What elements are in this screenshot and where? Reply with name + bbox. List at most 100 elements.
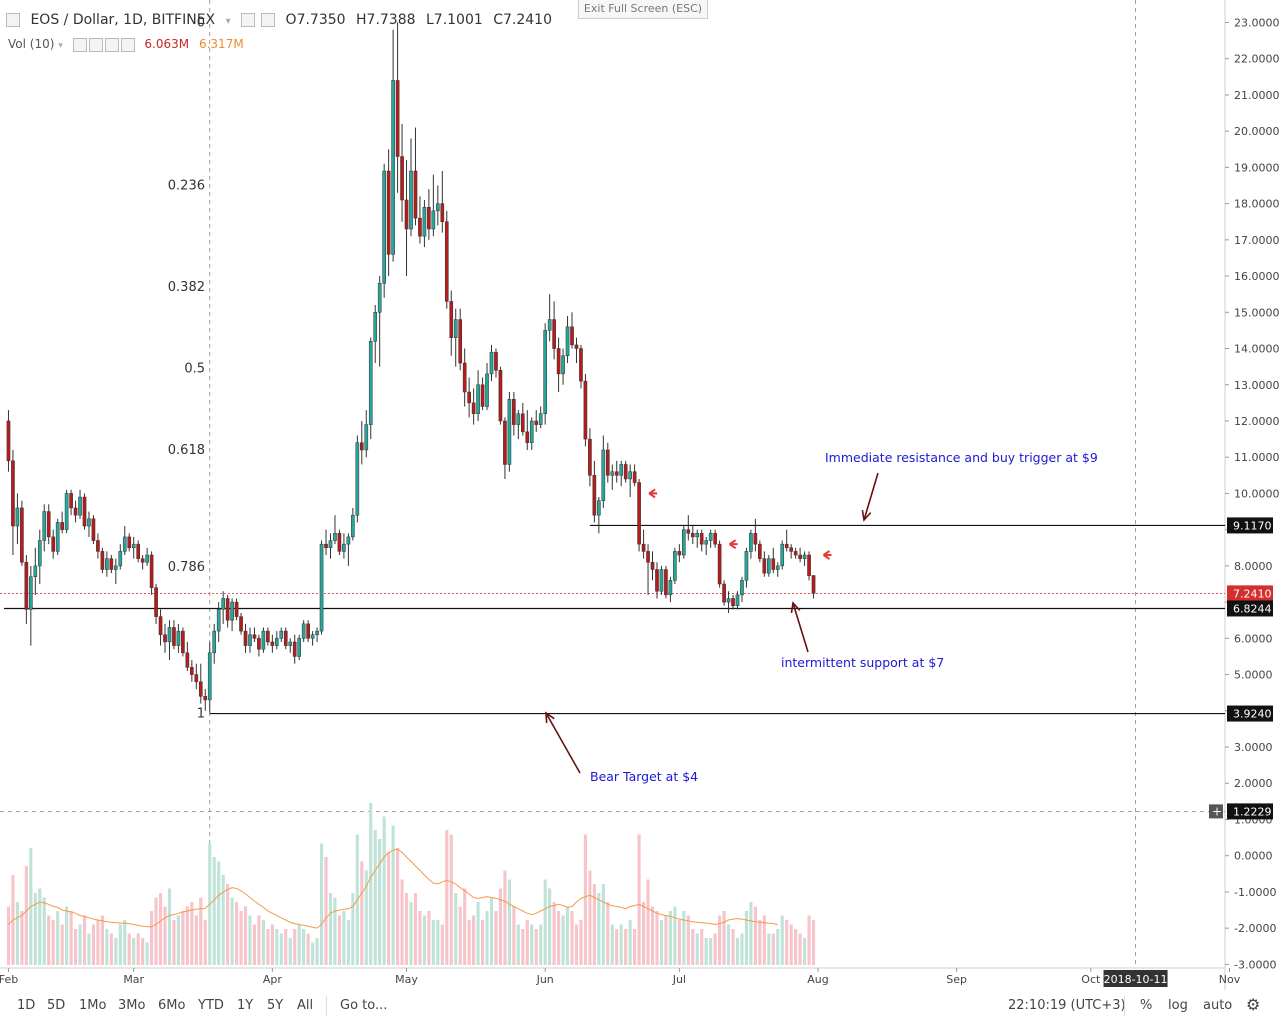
volume-bar (404, 893, 409, 965)
range-button-1d[interactable]: 1D (17, 998, 36, 1013)
volume-bar (176, 915, 180, 965)
candle-body (570, 326, 574, 346)
price-label-box (1227, 705, 1273, 722)
candle-body (51, 536, 56, 552)
candle-body (704, 540, 709, 545)
candle-body (699, 533, 704, 545)
range-button-all[interactable]: All (297, 998, 314, 1013)
range-button-5d[interactable]: 5D (47, 998, 66, 1013)
candle-body (798, 554, 802, 559)
volume-bar (297, 924, 301, 965)
candle-body (413, 170, 418, 219)
candle-body (127, 536, 132, 549)
volume-bar (319, 843, 324, 965)
arrow-to-bear-target-head (545, 711, 555, 724)
range-button-5y[interactable]: 5Y (267, 998, 284, 1013)
range-button-1mo[interactable]: 1Mo (79, 998, 107, 1013)
volume-bar (807, 915, 811, 965)
range-button-1y[interactable]: 1Y (237, 998, 254, 1013)
volume-bar (82, 915, 87, 965)
time-axis[interactable]: Feb Mar Apr May Jun Jul Aug Sep Oct Nov 2018-10-11 (0, 968, 1241, 987)
range-button-6mo[interactable]: 6Mo (158, 998, 186, 1013)
auto-toggle[interactable]: auto (1203, 998, 1233, 1013)
candle-body (726, 598, 731, 603)
percent-toggle[interactable]: % (1140, 998, 1153, 1013)
volume-bar (463, 888, 467, 965)
volume-bar (203, 920, 207, 965)
volume-bar (633, 929, 637, 965)
collapse-icon[interactable] (6, 13, 20, 27)
range-button-ytd[interactable]: YTD (198, 998, 224, 1013)
candle-body (574, 344, 579, 349)
candle-body (775, 565, 780, 570)
volume-bar (315, 938, 319, 965)
chevron-down-icon[interactable]: ▾ (225, 16, 231, 27)
candle-body (793, 551, 798, 556)
price-axis[interactable]: 23.0000 22.0000 21.0000 20.0000 19.0000 18.00… (1209, 16, 1280, 971)
candle-body (69, 493, 73, 509)
candle-body (498, 370, 503, 422)
candle-body (185, 652, 190, 668)
log-toggle[interactable]: log (1168, 998, 1188, 1013)
volume-bar (726, 924, 731, 965)
annotation-bear-target: Bear Target at $4 (590, 769, 698, 784)
candle-body (29, 576, 33, 610)
volume-bar (740, 933, 744, 965)
candle-body (780, 543, 785, 567)
chevron-down-icon[interactable]: ▾ (58, 41, 63, 51)
volume-bar (346, 920, 350, 965)
candle-body (216, 609, 221, 632)
volume-bar (771, 933, 775, 965)
gear-icon[interactable]: ⚙ (1246, 995, 1261, 1014)
volume-bar (655, 911, 659, 965)
candle-body (418, 217, 422, 237)
candle-body (489, 351, 494, 375)
range-button-3mo[interactable]: 3Mo (118, 998, 146, 1013)
candle-body (766, 558, 771, 574)
volume-bar (378, 839, 382, 965)
arrow-to-support-head (790, 601, 801, 614)
candle-body (512, 398, 516, 425)
volume-bar (96, 920, 100, 965)
y-tick-label: 0.0000 (1234, 850, 1273, 863)
volume-bar (592, 884, 596, 965)
y-tick-label: 10.0000 (1234, 487, 1280, 500)
volume-bar (422, 915, 426, 965)
eye-icon[interactable] (72, 37, 87, 52)
candle-body (449, 301, 454, 338)
volume-bar (557, 911, 561, 965)
plus-icon[interactable] (104, 37, 119, 52)
symbol-title[interactable]: EOS / Dollar, 1D, BITFINEX (30, 12, 216, 28)
candle-body (373, 312, 378, 342)
volume-bar (266, 929, 270, 965)
candle-body (342, 543, 346, 552)
candle-body (346, 536, 351, 545)
goto-button[interactable]: Go to... (340, 998, 388, 1013)
volume-label[interactable]: Vol (10) (8, 37, 55, 51)
volume-bar (659, 920, 664, 965)
y-tick-label: -2.0000 (1234, 922, 1276, 935)
eye-icon[interactable] (241, 13, 256, 27)
x-tick-label: Sep (946, 973, 967, 986)
candle-body (60, 522, 64, 530)
volume-bar (337, 915, 342, 965)
volume-bar (333, 897, 337, 965)
candle-body (270, 641, 275, 646)
volume-bar (498, 888, 503, 965)
ohlc-open: O7.7350 (285, 12, 346, 28)
candle-body (145, 554, 149, 563)
volume-bar (525, 920, 529, 965)
candle-body (717, 543, 722, 585)
settings-icon[interactable] (88, 37, 103, 52)
candle-body (96, 540, 100, 552)
candle-body (471, 402, 476, 414)
volume-bar (15, 902, 19, 965)
settings-icon[interactable] (261, 13, 276, 27)
bottom-toolbar: 1D 5D 1Mo 3Mo 6Mo YTD 1Y 5Y All Go to... 22:10:1… (0, 990, 1280, 1024)
volume-bar (288, 938, 292, 965)
candle-body (172, 627, 176, 646)
exit-fullscreen-button[interactable]: Exit Full Screen (ESC) (578, 0, 708, 19)
close-icon[interactable] (120, 37, 135, 52)
divider (326, 996, 327, 1016)
